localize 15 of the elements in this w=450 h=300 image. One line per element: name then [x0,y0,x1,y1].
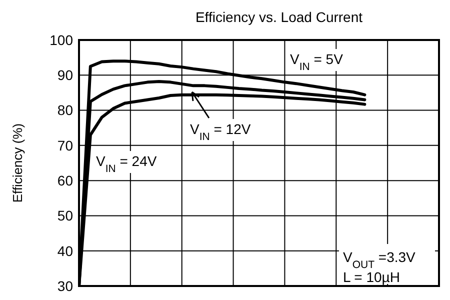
y-tick-label: 30 [57,278,74,294]
y-tick-label: 100 [50,32,74,48]
y-axis-title: Efficiency (%) [10,123,25,203]
legend-label: V$_{IN}$ = 12V [190,121,252,143]
series-label: V$_{IN}$ = 5V [290,51,344,73]
y-tick-label: 90 [57,67,74,84]
y-tick-label: 50 [57,208,74,224]
annotation: V$_{OUT}$ =3.3V [343,249,416,271]
y-tick-label: 40 [57,242,74,259]
series-label: V$_{IN}$ = 24V [96,153,158,175]
y-tick-label: 60 [57,172,74,188]
y-tick-label: 70 [57,137,74,154]
y-tick-label: 80 [57,102,74,118]
annotation: L = 10µH [343,269,400,285]
chart-title: Efficiency vs. Load Current [195,9,363,25]
